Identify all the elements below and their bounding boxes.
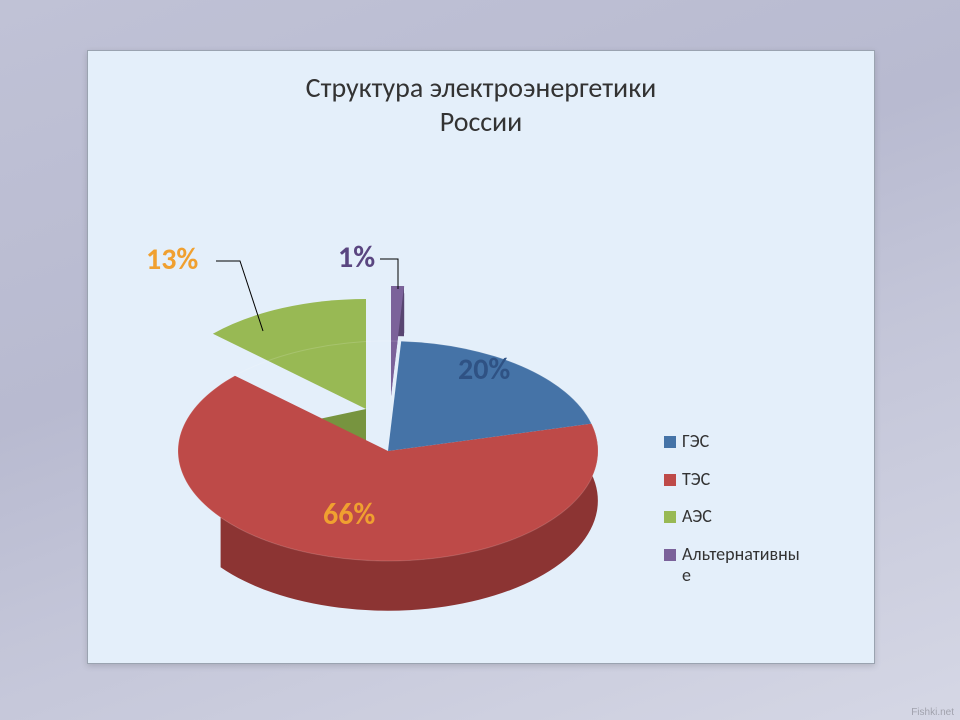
legend-text-tes: ТЭС bbox=[682, 469, 710, 491]
label-tes: 66% bbox=[323, 496, 375, 533]
pie-svg bbox=[128, 201, 648, 631]
legend: ГЭС ТЭС АЭС Альтернативные bbox=[664, 431, 844, 603]
chart-title-line2: России bbox=[440, 104, 523, 139]
label-aes: 13% bbox=[146, 241, 198, 278]
label-tes-text: 66% bbox=[323, 496, 375, 533]
legend-swatch-ges bbox=[664, 436, 676, 448]
legend-swatch-aes bbox=[664, 511, 676, 523]
watermark: Fishki.net bbox=[911, 707, 954, 718]
legend-item-tes: ТЭС bbox=[664, 469, 844, 491]
label-alt: 1% bbox=[338, 239, 375, 276]
label-ges-text: 20% bbox=[458, 351, 510, 388]
legend-item-aes: АЭС bbox=[664, 506, 844, 528]
legend-text-ges: ГЭС bbox=[682, 431, 709, 453]
legend-text-aes: АЭС bbox=[682, 506, 712, 528]
legend-swatch-alt bbox=[664, 549, 676, 561]
pie-chart: 13% 1% 20% 66% bbox=[128, 201, 648, 631]
label-aes-text: 13% bbox=[146, 241, 198, 278]
leader-alt bbox=[380, 259, 398, 289]
legend-text-alt: Альтернативные bbox=[682, 544, 800, 587]
legend-item-ges: ГЭС bbox=[664, 431, 844, 453]
label-ges: 20% bbox=[458, 351, 510, 388]
chart-panel: Структура электроэнергетики России bbox=[87, 50, 875, 664]
chart-title: Структура электроэнергетики России bbox=[88, 71, 874, 138]
legend-text-tes-swatch bbox=[664, 474, 676, 486]
legend-item-alt: Альтернативные bbox=[664, 544, 844, 587]
chart-title-line1: Структура электроэнергетики bbox=[306, 70, 657, 105]
label-alt-text: 1% bbox=[338, 239, 375, 276]
